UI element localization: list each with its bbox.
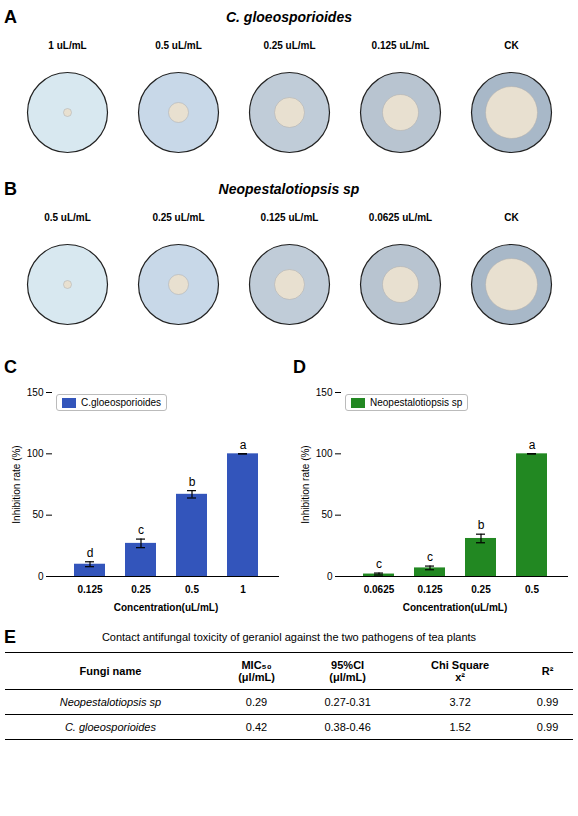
svg-text:0.125 uL/mL: 0.125 uL/mL [372, 40, 430, 51]
svg-text:0.5: 0.5 [525, 584, 539, 595]
html-text:95%CI (μl/mL): 95%CI (μl/mL) [329, 659, 366, 683]
svg-text:0.25: 0.25 [471, 584, 491, 595]
svg-text:50: 50 [32, 509, 44, 520]
svg-text:Inhibition rate (%): Inhibition rate (%) [11, 445, 22, 523]
html-text:0.38-0.46: 0.38-0.46 [324, 721, 371, 733]
svg-text:d: d [87, 546, 94, 560]
html-text:A: A [4, 7, 17, 27]
svg-text:1 uL/mL: 1 uL/mL [48, 40, 86, 51]
svg-text:100: 100 [316, 448, 333, 459]
svg-text:0.25 uL/mL: 0.25 uL/mL [263, 40, 315, 51]
svg-text:0.125: 0.125 [77, 584, 102, 595]
svg-text:0.5: 0.5 [185, 584, 199, 595]
svg-text:Concentration(uL/mL): Concentration(uL/mL) [403, 602, 507, 613]
html-text:0.42: 0.42 [245, 721, 268, 733]
svg-text:b: b [478, 518, 485, 532]
html-text:Chi Square x²: Chi Square x² [431, 659, 490, 683]
svg-text:a: a [529, 438, 536, 452]
html-text:Fungi name: Fungi name [79, 665, 142, 677]
svg-text:a: a [240, 438, 247, 452]
html-text:Contact antifungal toxicity of: Contact antifungal toxicity of geraniol … [101, 631, 477, 643]
svg-text:0.125 uL/mL: 0.125 uL/mL [261, 212, 319, 223]
svg-text:c: c [427, 550, 433, 564]
html-text:Neopestalotiopsis sp: Neopestalotiopsis sp [370, 397, 463, 408]
svg-text:1: 1 [240, 584, 246, 595]
svg-text:0.25: 0.25 [131, 584, 151, 595]
html-text:C: C [4, 357, 17, 377]
html-text:D: D [293, 357, 306, 377]
svg-text:150: 150 [316, 387, 333, 398]
svg-text:50: 50 [321, 509, 333, 520]
svg-text:0.5 uL/mL: 0.5 uL/mL [44, 212, 91, 223]
svg-text:0.25 uL/mL: 0.25 uL/mL [152, 212, 204, 223]
svg-text:0.0625 uL/mL: 0.0625 uL/mL [369, 212, 432, 223]
svg-text:c: c [376, 557, 382, 571]
html-text:0.99: 0.99 [536, 696, 559, 708]
svg-text:Concentration(uL/mL): Concentration(uL/mL) [114, 602, 218, 613]
html-text:C.gloeosporioides: C.gloeosporioides [81, 397, 162, 408]
html-text:Neopestalotiopsis sp: Neopestalotiopsis sp [218, 181, 360, 197]
html-text:0.99: 0.99 [536, 721, 559, 733]
svg-text:CK: CK [504, 212, 519, 223]
html-text:0.27-0.31: 0.27-0.31 [324, 696, 371, 708]
html-text:B: B [4, 179, 17, 199]
svg-text:Inhibition rate (%): Inhibition rate (%) [300, 445, 311, 523]
html-text:MIC₅₀ (μl/mL): MIC₅₀ (μl/mL) [238, 659, 275, 683]
svg-text:0.125: 0.125 [417, 584, 442, 595]
html-text:Neopestalotiopsis sp: Neopestalotiopsis sp [59, 696, 162, 708]
html-text:C. gloeosporioides: C. gloeosporioides [226, 9, 352, 25]
html-text:E: E [4, 627, 16, 647]
html-text:1.52: 1.52 [449, 721, 471, 733]
svg-text:0: 0 [327, 571, 333, 582]
html-text:C. gloeosporioides: C. gloeosporioides [64, 721, 156, 733]
svg-text:100: 100 [27, 448, 44, 459]
svg-text:0.0625: 0.0625 [364, 584, 395, 595]
html-text:3.72: 3.72 [449, 696, 471, 708]
html-text:R²: R² [541, 665, 554, 677]
html-text:0.29: 0.29 [245, 696, 268, 708]
svg-text:b: b [189, 475, 196, 489]
svg-text:0: 0 [38, 571, 44, 582]
svg-text:0.5 uL/mL: 0.5 uL/mL [155, 40, 202, 51]
svg-text:CK: CK [504, 40, 519, 51]
svg-text:150: 150 [27, 387, 44, 398]
svg-text:c: c [138, 523, 144, 537]
